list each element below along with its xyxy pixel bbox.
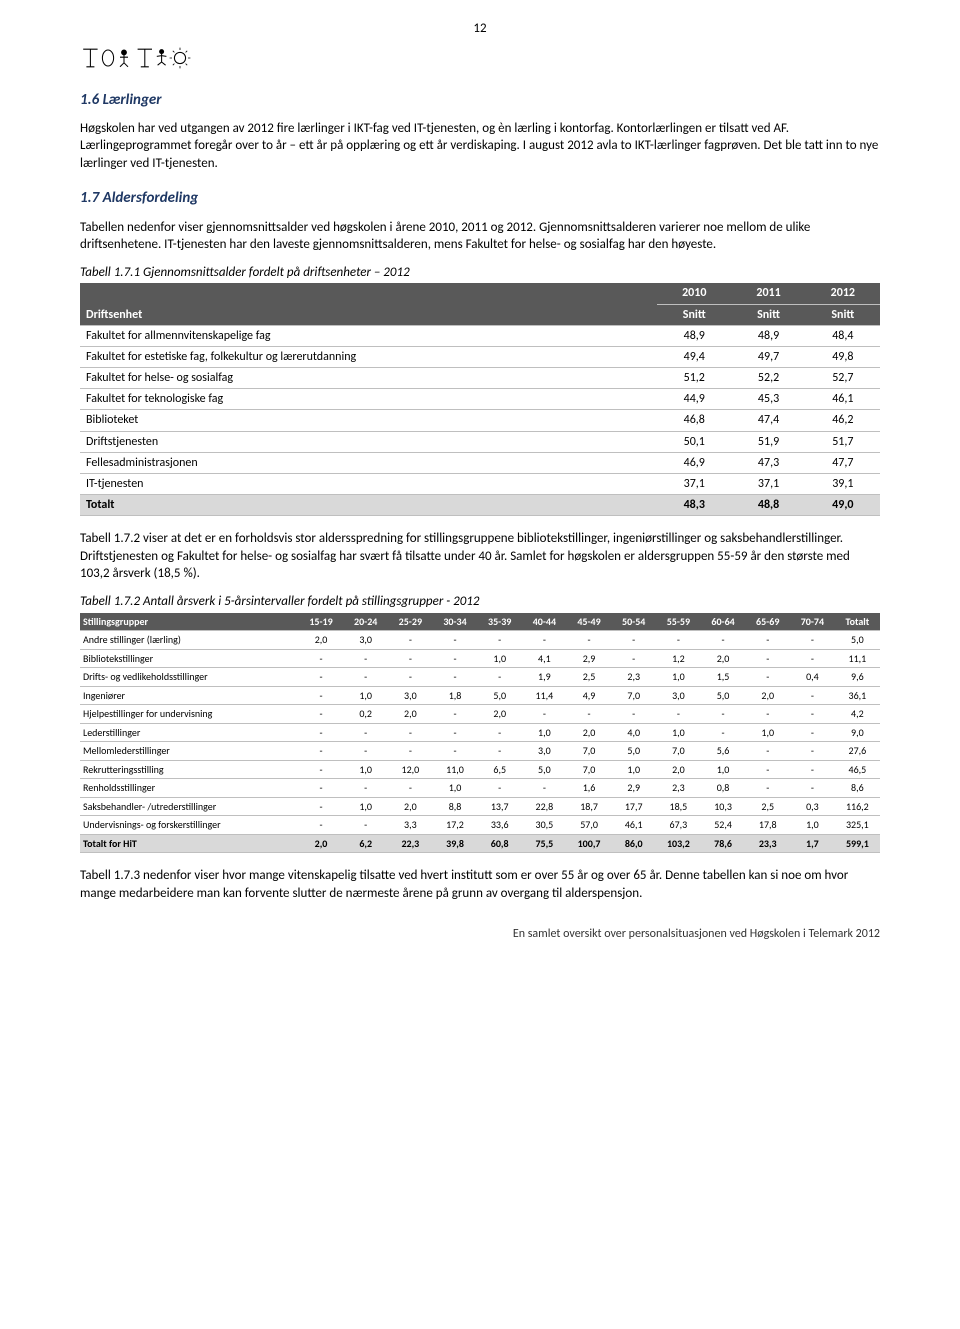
table-1-7-1-caption: Tabell 1.7.1 Gjennomsnittsalder fordelt … bbox=[80, 264, 880, 282]
col-age: 20-24 bbox=[343, 613, 388, 631]
col-age: 70-74 bbox=[790, 613, 835, 631]
table-row: Fakultet for helse- og sosialfag51,252,2… bbox=[80, 368, 880, 389]
table-row: Fakultet for allmennvitenskapelige fag48… bbox=[80, 325, 880, 346]
header-logo-icons bbox=[80, 44, 880, 74]
table-row: Hjelpestillinger for undervisning-0,22,0… bbox=[80, 705, 880, 724]
col-2011: 2011 bbox=[731, 283, 805, 304]
table-row: Fakultet for estetiske fag, folkekultur … bbox=[80, 346, 880, 367]
col-age: Totalt bbox=[835, 613, 880, 631]
table-1-7-2-caption: Tabell 1.7.2 Antall årsverk i 5-årsinter… bbox=[80, 593, 880, 611]
col-age: 50-54 bbox=[611, 613, 656, 631]
col-age: 40-44 bbox=[522, 613, 567, 631]
col-age: 25-29 bbox=[388, 613, 433, 631]
col-driftsenhet: Driftsenhet bbox=[80, 283, 657, 325]
table-row: Fakultet for teknologiske fag44,945,346,… bbox=[80, 389, 880, 410]
table-row: Rekrutteringsstilling-1,012,011,06,55,07… bbox=[80, 760, 880, 779]
col-stillingsgrupper: Stillingsgrupper bbox=[80, 613, 299, 631]
table-total-row: Totalt48,348,849,0 bbox=[80, 495, 880, 516]
table-row: Driftstjenesten50,151,951,7 bbox=[80, 431, 880, 452]
col-age: 45-49 bbox=[567, 613, 612, 631]
table-row: Fellesadministrasjonen46,947,347,7 bbox=[80, 452, 880, 473]
col-age: 60-64 bbox=[701, 613, 746, 631]
sub-snitt-0: Snitt bbox=[657, 304, 731, 325]
col-age: 65-69 bbox=[745, 613, 790, 631]
heading-1-6: 1.6 Lærlinger bbox=[80, 90, 880, 110]
table-row: Lederstillinger-----1,02,04,01,0-1,0-9,0 bbox=[80, 723, 880, 742]
table-row: Undervisnings- og forskerstillinger--3,3… bbox=[80, 816, 880, 835]
para-172-intro: Tabell 1.7.2 viser at det er en forholds… bbox=[80, 530, 880, 583]
table-1-7-2: Stillingsgrupper15-1920-2425-2930-3435-3… bbox=[80, 613, 880, 854]
page-number: 12 bbox=[80, 20, 880, 38]
col-age: 30-34 bbox=[433, 613, 478, 631]
heading-1-7: 1.7 Aldersfordeling bbox=[80, 188, 880, 208]
table-row: Andre stillinger (lærling)2,03,0--------… bbox=[80, 631, 880, 650]
table-row: Saksbehandler- /utrederstillinger-1,02,0… bbox=[80, 797, 880, 816]
page-footer: En samlet oversikt over personalsituasjo… bbox=[80, 926, 880, 942]
table-row: Bibliotekstillinger----1,04,12,9-1,22,0-… bbox=[80, 649, 880, 668]
col-2012: 2012 bbox=[806, 283, 880, 304]
col-age: 55-59 bbox=[656, 613, 701, 631]
col-age: 15-19 bbox=[299, 613, 344, 631]
table-row: Biblioteket46,847,446,2 bbox=[80, 410, 880, 431]
table-1-7-1: Driftsenhet 2010 2011 2012 Snitt Snitt S… bbox=[80, 283, 880, 516]
table-row: IT-tjenesten37,137,139,1 bbox=[80, 474, 880, 495]
table-row: Renholdsstillinger---1,0--1,62,92,30,8--… bbox=[80, 779, 880, 798]
col-2010: 2010 bbox=[657, 283, 731, 304]
table-row: Ingeniører-1,03,01,85,011,44,97,03,05,02… bbox=[80, 686, 880, 705]
table-row: Mellomlederstillinger-----3,07,05,07,05,… bbox=[80, 742, 880, 761]
sub-snitt-1: Snitt bbox=[731, 304, 805, 325]
para-1-6: Høgskolen har ved utgangen av 2012 fire … bbox=[80, 120, 880, 173]
col-age: 35-39 bbox=[477, 613, 522, 631]
table-total-row: Totalt for HiT2,06,222,339,860,875,5100,… bbox=[80, 834, 880, 853]
para-173-intro: Tabell 1.7.3 nedenfor viser hvor mange v… bbox=[80, 867, 880, 902]
table-row: Drifts- og vedlikeholdsstillinger-----1,… bbox=[80, 668, 880, 687]
para-1-7: Tabellen nedenfor viser gjennomsnittsald… bbox=[80, 219, 880, 254]
sub-snitt-2: Snitt bbox=[806, 304, 880, 325]
